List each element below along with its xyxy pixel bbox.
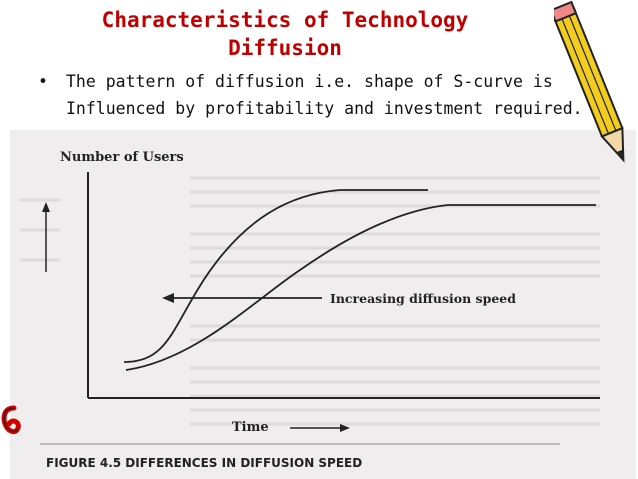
bullet-dot: •	[38, 72, 48, 91]
scan-background	[10, 130, 636, 479]
slide-title-line1: Characteristics of Technology	[101, 8, 469, 32]
scanned-figure: Increasing diffusion speed Number of Use…	[10, 130, 636, 479]
bullet-text-line1: The pattern of diffusion i.e. shape of S…	[66, 72, 553, 91]
pencil-icon	[554, 0, 625, 163]
fast-diffusion-curve	[123, 189, 428, 363]
diffusion-speed-arrowhead	[162, 293, 174, 303]
slow-diffusion-curve	[125, 204, 596, 371]
slide-title: Characteristics of Technology Diffusion	[60, 6, 510, 62]
bullet-text: The pattern of diffusion i.e. shape of S…	[66, 68, 606, 122]
arrow-label: Increasing diffusion speed	[330, 291, 516, 306]
bleed-through-text	[20, 176, 600, 426]
slide-title-line2: Diffusion	[228, 36, 342, 60]
time-arrowhead	[340, 424, 350, 432]
y-up-arrowhead	[42, 202, 50, 212]
figure-caption: FIGURE 4.5 DIFFERENCES IN DIFFUSION SPEE…	[46, 456, 362, 470]
bullet-text-line2: Influenced by profitability and investme…	[66, 99, 583, 118]
y-axis-label: Number of Users	[60, 150, 184, 165]
paperclip-icon	[1, 405, 21, 435]
x-axis-label: Time	[232, 420, 269, 435]
